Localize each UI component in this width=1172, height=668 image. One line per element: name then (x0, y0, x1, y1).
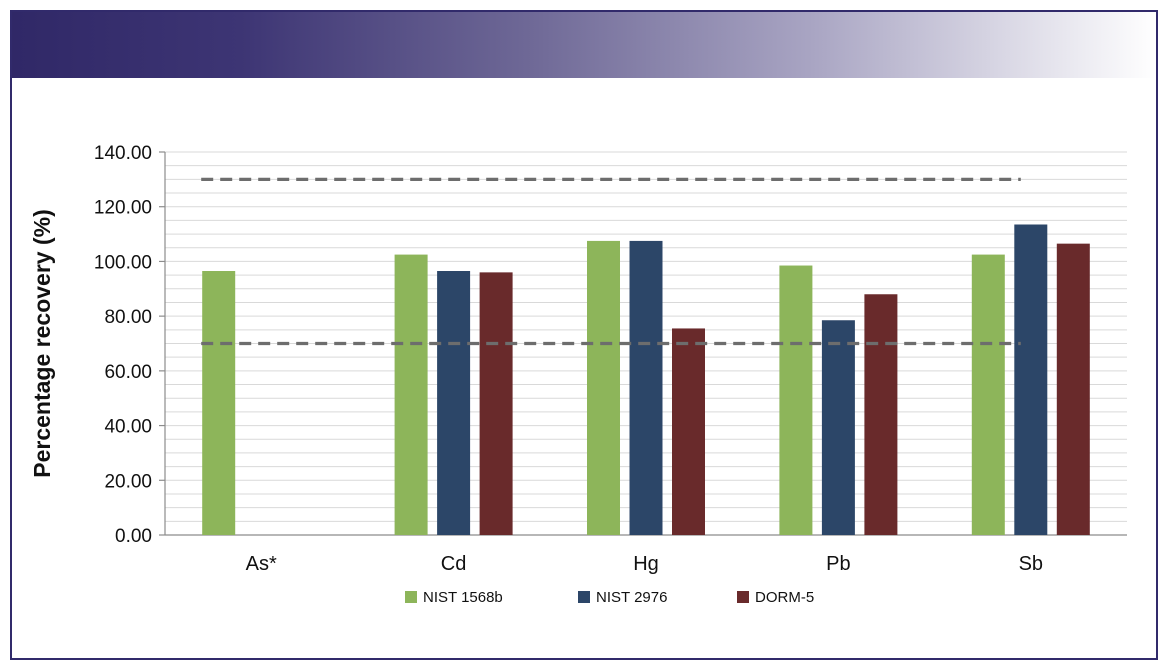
y-tick-label: 100.00 (94, 252, 152, 273)
y-tick-label: 120.00 (94, 198, 152, 219)
x-tick-label: Sb (1019, 553, 1043, 575)
x-tick-label: As* (246, 553, 277, 575)
bar (779, 265, 813, 535)
bar (479, 272, 513, 535)
header-banner (12, 12, 1156, 78)
y-tick-label: 60.00 (104, 362, 152, 383)
bar (394, 254, 428, 535)
bar (1056, 243, 1090, 535)
y-tick-label: 80.00 (104, 307, 152, 328)
y-tick-label: 0.00 (115, 526, 152, 547)
legend-label: NIST 2976 (596, 589, 667, 606)
figure-frame (10, 10, 1158, 660)
legend-swatch (405, 591, 417, 603)
y-tick-label: 140.00 (94, 143, 152, 164)
bar (864, 294, 898, 535)
y-axis-title: Percentage recovery (%) (29, 209, 55, 477)
x-tick-label: Cd (441, 553, 467, 575)
bar (1014, 224, 1048, 535)
x-tick-label: Pb (826, 553, 850, 575)
legend-label: NIST 1568b (423, 589, 503, 606)
bar (672, 328, 705, 535)
y-tick-label: 40.00 (104, 417, 152, 438)
x-tick-label: Hg (633, 553, 659, 575)
bar (971, 254, 1005, 535)
legend-swatch (578, 591, 590, 603)
y-tick-label: 20.00 (104, 471, 152, 492)
bar (437, 271, 471, 535)
bar (202, 271, 236, 535)
bar (587, 240, 620, 536)
bar (821, 320, 855, 535)
bar (629, 240, 663, 536)
legend-label: DORM-5 (755, 589, 814, 606)
legend-swatch (737, 591, 749, 603)
